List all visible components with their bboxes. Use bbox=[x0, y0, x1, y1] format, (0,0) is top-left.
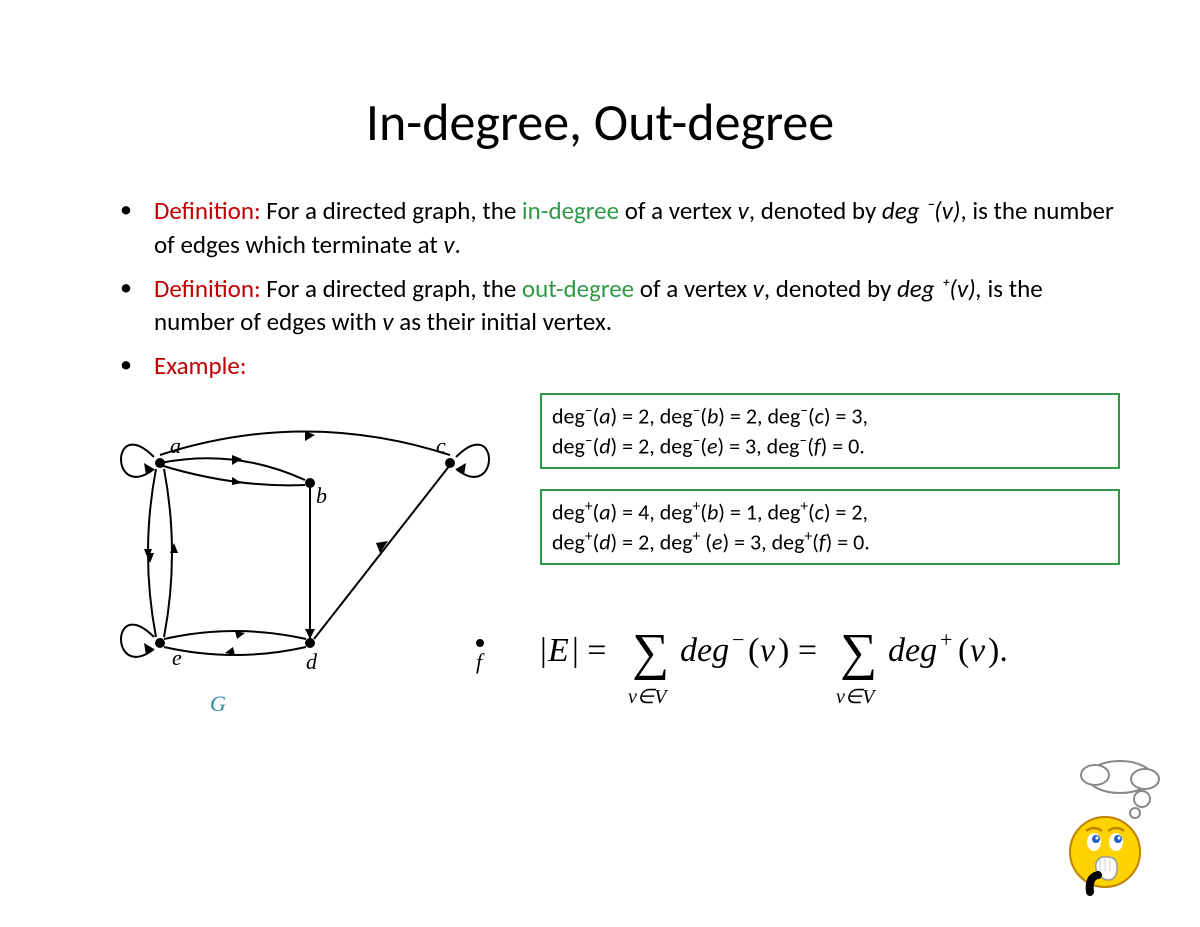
thinking-emoji-icon bbox=[1050, 757, 1170, 897]
svg-text:∑: ∑ bbox=[840, 624, 877, 681]
node-label-f: f bbox=[476, 649, 485, 674]
in-degree-line1: deg–(a) = 2, deg–(b) = 2, deg–(c) = 3, bbox=[552, 401, 1108, 431]
term-outdegree: out-degree bbox=[522, 273, 634, 304]
svg-text:(: ( bbox=[748, 632, 759, 669]
graph-svg: a b c e d f bbox=[80, 393, 540, 713]
definition-label: Definition: bbox=[154, 195, 261, 226]
in-degree-line2: deg–(d) = 2, deg–(e) = 3, deg–(f) = 0. bbox=[552, 431, 1108, 461]
svg-text:+: + bbox=[940, 627, 952, 652]
svg-text:v: v bbox=[970, 632, 986, 669]
svg-text:|: | bbox=[540, 632, 547, 669]
text: , denoted by bbox=[749, 195, 882, 226]
var-v: v bbox=[443, 229, 454, 260]
example-label: Example: bbox=[154, 350, 247, 381]
node-label-d: d bbox=[306, 649, 318, 674]
bullet-list: Definition: For a directed graph, the in… bbox=[80, 194, 1120, 383]
bullet-example: Example: bbox=[120, 349, 1120, 383]
node-label-c: c bbox=[436, 433, 446, 458]
svg-text:| =: | = bbox=[572, 632, 606, 669]
var-v: v bbox=[738, 195, 749, 226]
content-row: a b c e d f G deg–(a) = 2, deg–(b) = 2, … bbox=[80, 393, 1120, 718]
out-degree-line1: deg+(a) = 4, deg+(b) = 1, deg+(c) = 2, bbox=[552, 497, 1108, 527]
text: of a vertex bbox=[619, 195, 738, 226]
text: . bbox=[455, 229, 461, 260]
svg-text:−: − bbox=[732, 627, 744, 652]
node-label-a: a bbox=[170, 433, 181, 458]
graph-diagram: a b c e d f G bbox=[80, 393, 540, 718]
edge-sum-formula: | E | = ∑ v∈V deg − ( v ) = ∑ v∈V deg + bbox=[540, 613, 1100, 728]
out-degree-line2: deg+(d) = 2, deg+ (e) = 3, deg+(f) = 0. bbox=[552, 527, 1108, 557]
node-label-e: e bbox=[172, 645, 182, 670]
slide-title: In-degree, Out-degree bbox=[80, 90, 1120, 154]
graph-name-label: G bbox=[210, 691, 226, 717]
var-v: v bbox=[382, 306, 393, 337]
deg-notation: deg ⁺(v), bbox=[897, 273, 982, 304]
text: For a directed graph, the bbox=[261, 273, 522, 304]
slide: In-degree, Out-degree Definition: For a … bbox=[0, 0, 1200, 927]
node-label-b: b bbox=[316, 483, 327, 508]
svg-text:v∈V: v∈V bbox=[628, 686, 669, 708]
svg-text:E: E bbox=[547, 632, 569, 669]
svg-text:) =: ) = bbox=[778, 632, 817, 669]
svg-text:∑: ∑ bbox=[632, 624, 669, 681]
var-v: v bbox=[753, 273, 764, 304]
right-column: deg–(a) = 2, deg–(b) = 2, deg–(c) = 3, d… bbox=[540, 393, 1120, 718]
in-degree-box: deg–(a) = 2, deg–(b) = 2, deg–(c) = 3, d… bbox=[540, 393, 1120, 469]
definition-label: Definition: bbox=[154, 273, 261, 304]
out-degree-box: deg+(a) = 4, deg+(b) = 1, deg+(c) = 2, d… bbox=[540, 489, 1120, 565]
bullet-definition-indegree: Definition: For a directed graph, the in… bbox=[120, 194, 1120, 262]
svg-text:deg: deg bbox=[680, 632, 729, 669]
svg-text:).: ). bbox=[988, 632, 1008, 669]
text: of a vertex bbox=[634, 273, 753, 304]
bullet-definition-outdegree: Definition: For a directed graph, the ou… bbox=[120, 272, 1120, 340]
text: For a directed graph, the bbox=[261, 195, 522, 226]
svg-text:v∈V: v∈V bbox=[836, 686, 877, 708]
svg-text:deg: deg bbox=[888, 632, 937, 669]
text: , denoted by bbox=[764, 273, 897, 304]
svg-text:(: ( bbox=[958, 632, 969, 669]
svg-text:v: v bbox=[760, 632, 776, 669]
deg-notation: deg ⁻(v) bbox=[882, 195, 961, 226]
text: as their initial vertex. bbox=[394, 306, 613, 337]
term-indegree: in-degree bbox=[522, 195, 619, 226]
